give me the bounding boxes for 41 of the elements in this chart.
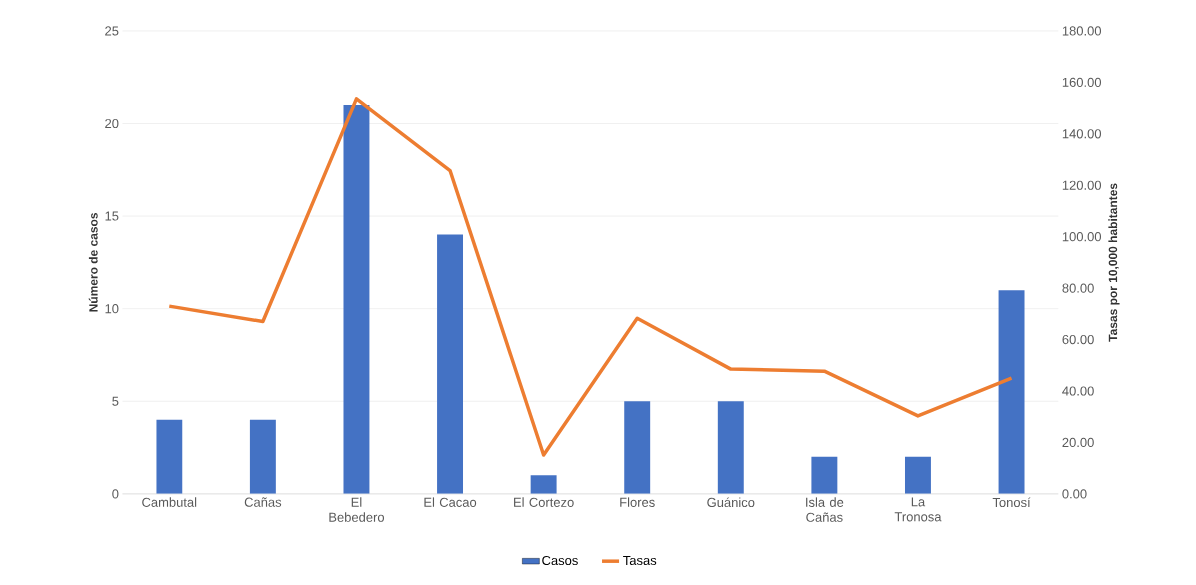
bar: [343, 105, 370, 495]
x-tick-label: El Bebedero: [329, 497, 385, 523]
bar: [530, 475, 557, 495]
bar: [624, 401, 651, 495]
bar: [156, 419, 183, 495]
y2-tick-label: 40.00: [1062, 386, 1094, 396]
y2-tick-label: 20.00: [1062, 437, 1094, 448]
x-tick-label: La Tronosa: [894, 497, 942, 522]
y-tick-label: 5: [112, 396, 119, 406]
bar: [717, 401, 744, 495]
y2-tick-label: 120.00: [1062, 180, 1102, 190]
y-tick-label: 10: [105, 304, 119, 314]
x-tick-label: Guánico: [707, 497, 755, 508]
x-tick-label: Cambutal: [142, 497, 197, 508]
x-tick-label: El Cortezo: [514, 497, 574, 508]
bar: [811, 456, 838, 495]
y-axis-title: Número de casos: [88, 213, 98, 312]
y-tick-label: 20: [105, 119, 119, 129]
y-tick-label: 0: [112, 489, 119, 499]
y2-tick-label: 180.00: [1062, 26, 1102, 36]
legend-label: Tasas: [623, 556, 657, 566]
x-tick-label: Cañas: [244, 497, 282, 507]
bar: [437, 234, 464, 495]
bar: [998, 290, 1025, 495]
x-tick-label: Tonosí: [992, 497, 1031, 508]
y2-tick-label: 160.00: [1062, 77, 1102, 88]
y2-tick-label: 60.00: [1062, 335, 1094, 345]
y2-tick-label: 100.00: [1062, 232, 1102, 242]
bar: [904, 456, 931, 495]
y-tick-label: 25: [105, 26, 119, 36]
y-tick-label: 15: [105, 211, 119, 221]
y2-axis-title: Tasas por 10,000 habitantes: [1108, 183, 1120, 342]
y2-tick-label: 140.00: [1062, 129, 1102, 139]
x-tick-label: Isla de Cañas: [806, 497, 844, 523]
x-tick-label: El Cacao: [424, 497, 477, 508]
y2-tick-label: 0.00: [1062, 489, 1087, 499]
line-series: [167, 97, 1014, 457]
x-tick-label: Flores: [620, 497, 655, 508]
legend-label: Casos: [542, 556, 578, 566]
bar: [249, 419, 276, 495]
y2-tick-label: 80.00: [1062, 283, 1094, 293]
